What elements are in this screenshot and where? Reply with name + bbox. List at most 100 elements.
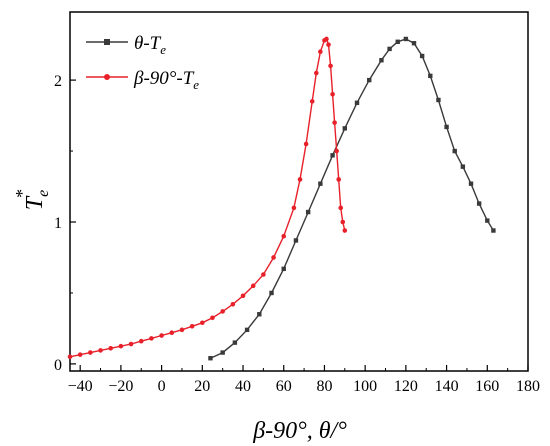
data-point [77, 352, 83, 357]
legend-label-theta: θ-Te [134, 33, 166, 57]
data-point [200, 320, 205, 326]
data-point [436, 97, 441, 103]
data-point [232, 340, 238, 345]
data-point [291, 205, 297, 211]
y-axis-title: Te* [12, 190, 52, 210]
data-point [305, 209, 311, 215]
legend-label-beta: β-90°-Te [133, 68, 199, 92]
data-point [98, 348, 103, 353]
data-point [379, 58, 384, 63]
data-point [330, 92, 335, 97]
plot-frame [69, 11, 529, 372]
data-point [452, 148, 457, 154]
data-point [250, 283, 256, 289]
data-point [324, 36, 329, 42]
data-point [208, 356, 213, 361]
data-point [387, 46, 392, 52]
y-tick-labels: 0 1 2 [54, 73, 62, 374]
data-point [67, 354, 73, 360]
data-point [314, 70, 319, 76]
x-tick-label: 40 [235, 378, 251, 395]
data-point [395, 39, 400, 44]
y-tick-label: 0 [54, 357, 62, 374]
data-point [220, 309, 225, 314]
x-tick-labels: −40 −20 0 20 40 60 80 100 120 140 160 180 [68, 378, 540, 395]
x-tick-label: 60 [276, 378, 292, 395]
x-axis-title: β-90°, θ/° [252, 418, 347, 444]
y-tick-label: 1 [54, 215, 62, 232]
data-point [309, 99, 315, 104]
data-point [271, 255, 276, 260]
data-point [220, 350, 225, 355]
data-point [342, 228, 348, 233]
data-point [189, 324, 195, 329]
legend-marker-theta [104, 39, 110, 45]
data-point [328, 63, 333, 69]
data-point [128, 341, 134, 347]
axis-ticks [70, 79, 529, 371]
svg-text:Te*: Te* [12, 190, 52, 210]
data-point [491, 228, 496, 233]
data-point [297, 177, 303, 182]
data-point [257, 312, 262, 317]
x-tick-label: 100 [353, 378, 377, 395]
data-point [261, 272, 266, 277]
data-point [303, 141, 309, 147]
x-tick-label: 80 [316, 378, 332, 395]
x-tick-label: −40 [68, 378, 93, 395]
data-point [336, 177, 341, 182]
data-point [138, 338, 144, 344]
data-point [240, 293, 246, 299]
series-layer [67, 36, 496, 361]
x-tick-label: 160 [475, 378, 499, 395]
x-tick-label: 120 [394, 378, 418, 395]
y-tick-label: 2 [54, 73, 62, 90]
x-tick-label: 140 [435, 378, 459, 395]
data-point [485, 218, 490, 223]
data-point [210, 315, 215, 321]
data-point [293, 238, 299, 243]
series-0 [208, 36, 496, 361]
data-point [460, 164, 466, 169]
data-point [468, 181, 474, 186]
data-point [338, 205, 344, 211]
legend-marker-beta [104, 74, 110, 80]
data-point [169, 330, 175, 335]
data-point [108, 345, 114, 351]
data-point [340, 219, 346, 225]
data-point [354, 100, 360, 106]
x-tick-label: 0 [158, 378, 166, 395]
data-point [88, 350, 93, 355]
x-tick-label: 180 [516, 378, 540, 395]
data-point [342, 126, 347, 131]
data-point [269, 290, 274, 296]
data-point [367, 77, 372, 83]
legend: θ-Te β-90°-Te [86, 33, 199, 92]
data-point [230, 302, 236, 307]
series-1 [67, 36, 348, 360]
data-point [118, 343, 124, 349]
data-point [281, 233, 287, 239]
data-point [332, 120, 337, 125]
data-point [159, 333, 164, 338]
data-point [281, 266, 286, 272]
series-line [210, 38, 494, 359]
data-point [318, 181, 323, 186]
x-tick-label: −20 [108, 378, 133, 395]
data-point [244, 327, 250, 333]
data-point [179, 327, 185, 333]
data-point [428, 73, 433, 79]
data-point [334, 148, 339, 154]
data-point [149, 336, 154, 341]
data-point [326, 42, 331, 47]
data-point [444, 124, 449, 130]
data-point [411, 41, 417, 46]
data-point [403, 36, 409, 42]
series-line [69, 37, 346, 358]
data-point [476, 201, 482, 206]
data-point [330, 153, 335, 158]
x-tick-label: 20 [194, 378, 210, 395]
data-point [318, 49, 323, 55]
data-point [419, 53, 425, 59]
